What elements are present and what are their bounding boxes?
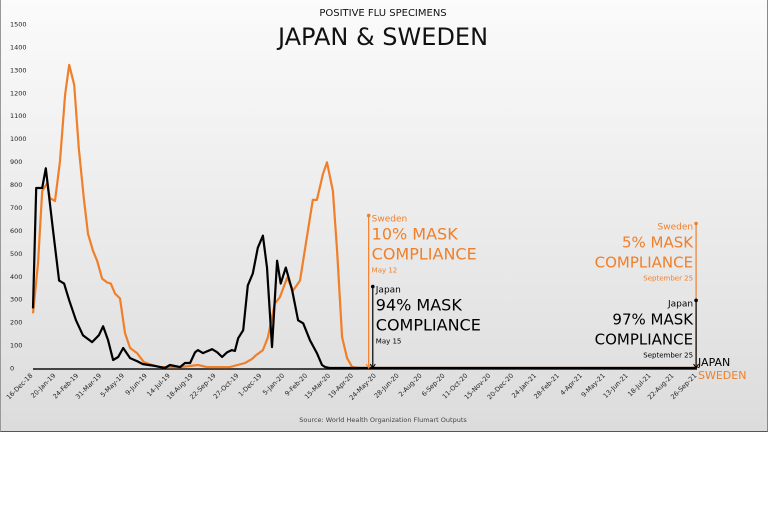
chart-frame [0,0,768,432]
y-tick-label: 1100 [10,112,27,120]
annotation-country: Japan [667,299,693,309]
y-tick-label: 1200 [10,89,27,97]
y-tick-label: 900 [10,158,22,166]
chart-title: JAPAN & SWEDEN [276,23,488,51]
annotation-line1: 94% MASK [376,296,463,315]
chart-source: Source: World Health Organization Flumar… [299,416,467,424]
annotation-date: September 25 [643,275,693,283]
annotation-date: May 12 [372,266,398,274]
y-tick-label: 1000 [10,135,27,143]
series-line-japan [31,167,697,370]
x-tick-label: 13-Jun-21 [602,372,630,400]
y-tick-label: 1400 [10,43,27,51]
y-tick-label: 800 [10,181,22,189]
y-tick-label: 200 [10,319,22,327]
y-tick-label: 300 [10,296,22,304]
annotation-line1: 97% MASK [612,310,694,328]
y-tick-label: 600 [10,227,22,235]
annotation-line1: 5% MASK [622,234,694,252]
end-label-sweden: SWEDEN [698,369,746,382]
y-tick-label: 700 [10,204,22,212]
annotation-line2: COMPLIANCE [595,254,693,272]
annotation-line1: 10% MASK [372,224,459,243]
y-tick-label: 1500 [10,21,27,29]
annotation-line2: COMPLIANCE [372,244,477,263]
x-tick-label: 1-Dec-19 [237,372,264,399]
annotation-country: Sweden [372,214,408,224]
arrow-icon [365,363,372,369]
annotation-marker [694,298,698,303]
y-tick-label: 500 [10,250,22,258]
annotation-date: May 15 [376,338,402,346]
annotation-line2: COMPLIANCE [376,316,481,335]
x-tick-label: 5-May-19 [99,372,126,399]
series-line-sweden [31,63,697,370]
arrow-icon [693,363,700,369]
end-label-japan: JAPAN [697,356,730,369]
y-tick-label: 0 [10,365,14,373]
annotation-marker [370,284,375,289]
annotation-marker [366,213,371,218]
annotation-marker [694,221,698,226]
annotation-country: Japan [375,286,401,296]
y-tick-label: 1300 [10,66,27,74]
annotation-country: Sweden [658,223,694,233]
arrow-icon [369,363,376,369]
annotation-line2: COMPLIANCE [595,330,693,348]
chart-subtitle: POSITIVE FLU SPECIMENS [319,8,446,19]
x-tick-label: 5-Jan-20 [261,372,286,397]
y-tick-label: 400 [10,273,22,281]
x-tick-label: 28-Jun-20 [373,372,401,400]
x-tick-label: 16-Dec-18 [5,372,35,402]
annotation-date: September 25 [643,351,693,359]
y-tick-label: 100 [10,342,22,350]
x-tick-label: 2-Aug-20 [397,372,424,399]
